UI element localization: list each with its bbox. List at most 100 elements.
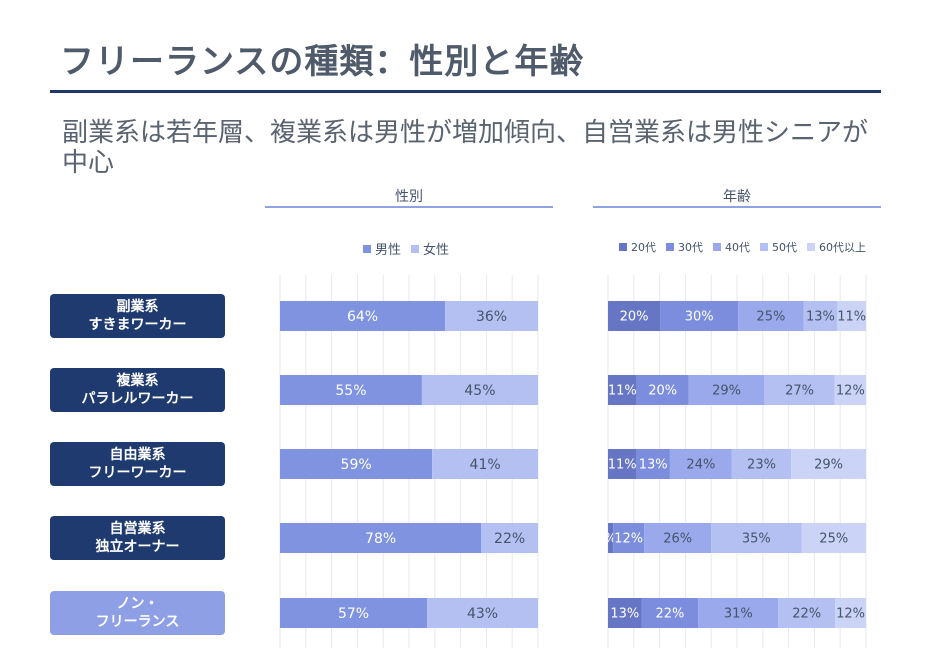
bar-segment — [764, 375, 835, 405]
bar-segment — [837, 301, 866, 331]
data-label: 11% — [608, 384, 637, 399]
data-label: 59% — [341, 457, 372, 473]
legend-item: 60代以上 — [807, 239, 866, 255]
page-title: フリーランスの種類：性別と年齢 — [60, 42, 585, 82]
data-label: 27% — [785, 384, 814, 399]
data-label: 12% — [836, 384, 865, 399]
row-label-line1: ノン・ — [116, 596, 159, 612]
bar-segment — [608, 449, 637, 479]
bar-segment — [669, 449, 732, 479]
bar-segment — [608, 375, 637, 405]
row-label-line2: パラレルワーカー — [81, 391, 194, 407]
legend-item: 50代 — [760, 239, 797, 255]
data-label: 22% — [494, 531, 525, 547]
bar-segment — [636, 375, 689, 405]
title-divider — [50, 90, 881, 93]
legend-item: 40代 — [713, 239, 750, 255]
legend-swatch — [807, 243, 815, 251]
bar-segment — [636, 449, 670, 479]
gender-section-title: 性別 — [395, 189, 423, 205]
legend-label: 50代 — [772, 241, 797, 254]
legend-swatch — [760, 243, 768, 251]
legend-label: 20代 — [631, 241, 656, 254]
data-label: 12% — [614, 532, 643, 547]
data-label: 26% — [663, 532, 692, 547]
data-label: 43% — [467, 606, 498, 622]
legend-label: 40代 — [725, 241, 750, 254]
data-label: 11% — [608, 458, 637, 473]
legend-swatch — [363, 244, 371, 253]
data-label: 13% — [806, 310, 835, 325]
bar-segment — [711, 523, 802, 553]
bar-segment — [834, 375, 866, 405]
bar-segment — [608, 523, 614, 553]
age-legend: 20代 30代 40代 50代 60代以上 — [619, 239, 876, 255]
data-label: 12% — [836, 607, 865, 622]
data-label: 41% — [470, 457, 501, 473]
data-label: 29% — [712, 384, 741, 399]
data-label: 55% — [335, 383, 366, 399]
data-label: 24% — [686, 458, 715, 473]
bar-segment — [688, 375, 765, 405]
row-label-line2: フリーランス — [95, 614, 180, 630]
legend-swatch — [411, 244, 420, 253]
legend-label: 男性 — [375, 243, 402, 258]
data-label: 23% — [747, 458, 776, 473]
data-label: 13% — [610, 607, 639, 622]
age-section-title: 年齢 — [723, 189, 751, 205]
row-label-line2: すきまワーカー — [88, 317, 187, 333]
bar-segment — [280, 301, 446, 331]
data-label: 30% — [685, 310, 714, 325]
bar-segment — [738, 301, 804, 331]
bar-segment — [608, 301, 661, 331]
age-section-rule — [593, 206, 881, 208]
data-label: 22% — [792, 607, 821, 622]
legend-label: 30代 — [678, 241, 703, 254]
bar-segment — [803, 301, 838, 331]
bar-segment — [644, 523, 712, 553]
row-label-line1: 自由業系 — [109, 447, 166, 463]
data-label: 20% — [648, 384, 677, 399]
legend-item: 男性 — [363, 239, 401, 258]
bar-segment — [835, 598, 866, 628]
row-label: ノン・ フリーランス — [50, 591, 225, 635]
bar-segment — [280, 523, 482, 553]
data-label: 36% — [476, 309, 507, 325]
row-label-line2: フリーワーカー — [88, 465, 187, 481]
legend-item: 女性 — [411, 239, 449, 258]
gender-legend: 男性 女性 — [363, 239, 459, 258]
data-label: 13% — [639, 458, 668, 473]
legend-item: 20代 — [619, 239, 656, 255]
row-label-line1: 副業系 — [116, 299, 159, 315]
data-label: 64% — [347, 309, 378, 325]
bar-segment — [731, 449, 792, 479]
data-label: 22% — [655, 607, 684, 622]
row-label-line1: 自営業系 — [109, 521, 166, 537]
data-label: 57% — [338, 606, 369, 622]
bar-segment — [280, 375, 422, 405]
data-label: 31% — [724, 607, 753, 622]
legend-label: 女性 — [423, 243, 450, 258]
page-subtitle: 副業系は若年層、複業系は男性が増加傾向、自営業系は男性シニアが中心 — [62, 118, 869, 178]
row-label-line2: 独立オーナー — [95, 539, 180, 555]
bar-segment — [481, 523, 538, 553]
data-label: 11% — [837, 310, 866, 325]
legend-item: 30代 — [666, 239, 703, 255]
legend-swatch — [666, 243, 674, 251]
bar-segment — [432, 449, 538, 479]
legend-label: 60代以上 — [819, 241, 866, 254]
data-label: 20% — [620, 310, 649, 325]
row-label-line1: 複業系 — [116, 373, 159, 389]
row-label: 自営業系独立オーナー — [50, 516, 225, 560]
bar-segment — [698, 598, 779, 628]
data-label: 35% — [742, 532, 771, 547]
bar-segment — [801, 523, 866, 553]
row-label: 自由業系フリーワーカー — [50, 442, 225, 486]
bar-segment — [280, 449, 433, 479]
bar-segment — [608, 598, 642, 628]
row-label: 副業系すきまワーカー — [50, 294, 225, 338]
legend-swatch — [619, 243, 627, 251]
bar-segment — [421, 375, 538, 405]
bar-segment — [660, 301, 739, 331]
